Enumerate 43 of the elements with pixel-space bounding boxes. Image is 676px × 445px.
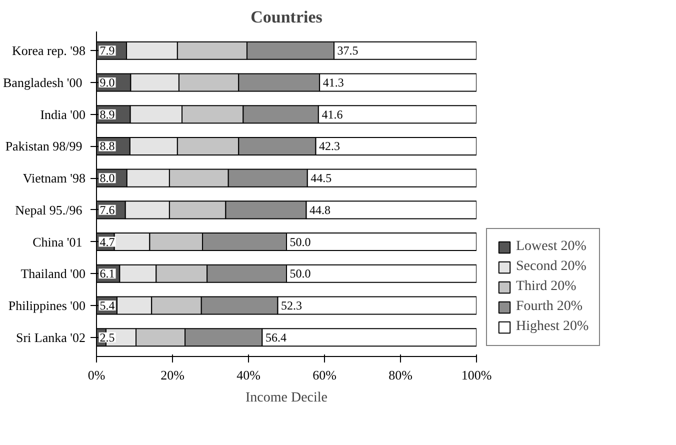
- legend-label: Third 20%: [516, 279, 576, 295]
- x-axis-title: Income Decile: [245, 390, 328, 406]
- y-tick-label: Sri Lanka '02: [16, 330, 86, 345]
- data-label: 44.8: [310, 202, 331, 217]
- data-label: 9.0: [100, 75, 115, 90]
- chart-title: Countries: [250, 8, 323, 26]
- data-label: 8.8: [100, 139, 115, 154]
- y-tick-label: Pakistan 98/99: [5, 138, 82, 154]
- data-label: 8.9: [100, 107, 115, 122]
- data-label: 42.3: [319, 139, 340, 154]
- legend-label: Fourth 20%: [516, 299, 582, 315]
- data-label: 50.0: [290, 234, 311, 249]
- y-tick-label: China '01: [32, 234, 82, 250]
- legend-label: Lowest 20%: [516, 239, 586, 255]
- data-label: 37.5: [337, 44, 358, 58]
- legend-label: Second 20%: [516, 259, 586, 275]
- y-tick-label: Philippines '00: [8, 298, 86, 314]
- data-label: 6.1: [100, 266, 115, 281]
- x-tick-label: 20%: [160, 368, 185, 382]
- data-label: 7.6: [100, 202, 115, 217]
- data-label: 50.0: [290, 266, 311, 281]
- data-label: 4.7: [100, 234, 115, 249]
- data-label: 5.4: [100, 298, 115, 313]
- data-label: 41.6: [322, 107, 343, 122]
- x-tick-label: 40%: [236, 368, 261, 382]
- x-tick-label: 100%: [461, 368, 492, 382]
- y-tick-label: Korea rep. '98: [12, 43, 86, 58]
- data-label: 56.4: [265, 330, 286, 344]
- data-label: 2.5: [100, 330, 115, 344]
- y-tick-label: Thailand '00: [20, 266, 86, 282]
- data-label: 8.0: [100, 171, 115, 186]
- data-label: 52.3: [281, 298, 302, 313]
- data-label: 44.5: [310, 171, 332, 186]
- x-tick-label: 60%: [312, 368, 337, 382]
- y-tick-label: Nepal 95./96: [15, 202, 83, 218]
- y-tick-label: Bangladesh '00: [3, 74, 82, 90]
- x-tick-label: 80%: [388, 368, 413, 382]
- data-label: 7.9: [100, 44, 115, 58]
- y-tick-label: Vietnam '98: [22, 170, 86, 186]
- legend-label: Highest 20%: [516, 319, 589, 335]
- data-label: 41.3: [322, 75, 344, 90]
- x-tick-label: 0%: [88, 368, 106, 382]
- y-tick-label: India '00: [40, 106, 86, 122]
